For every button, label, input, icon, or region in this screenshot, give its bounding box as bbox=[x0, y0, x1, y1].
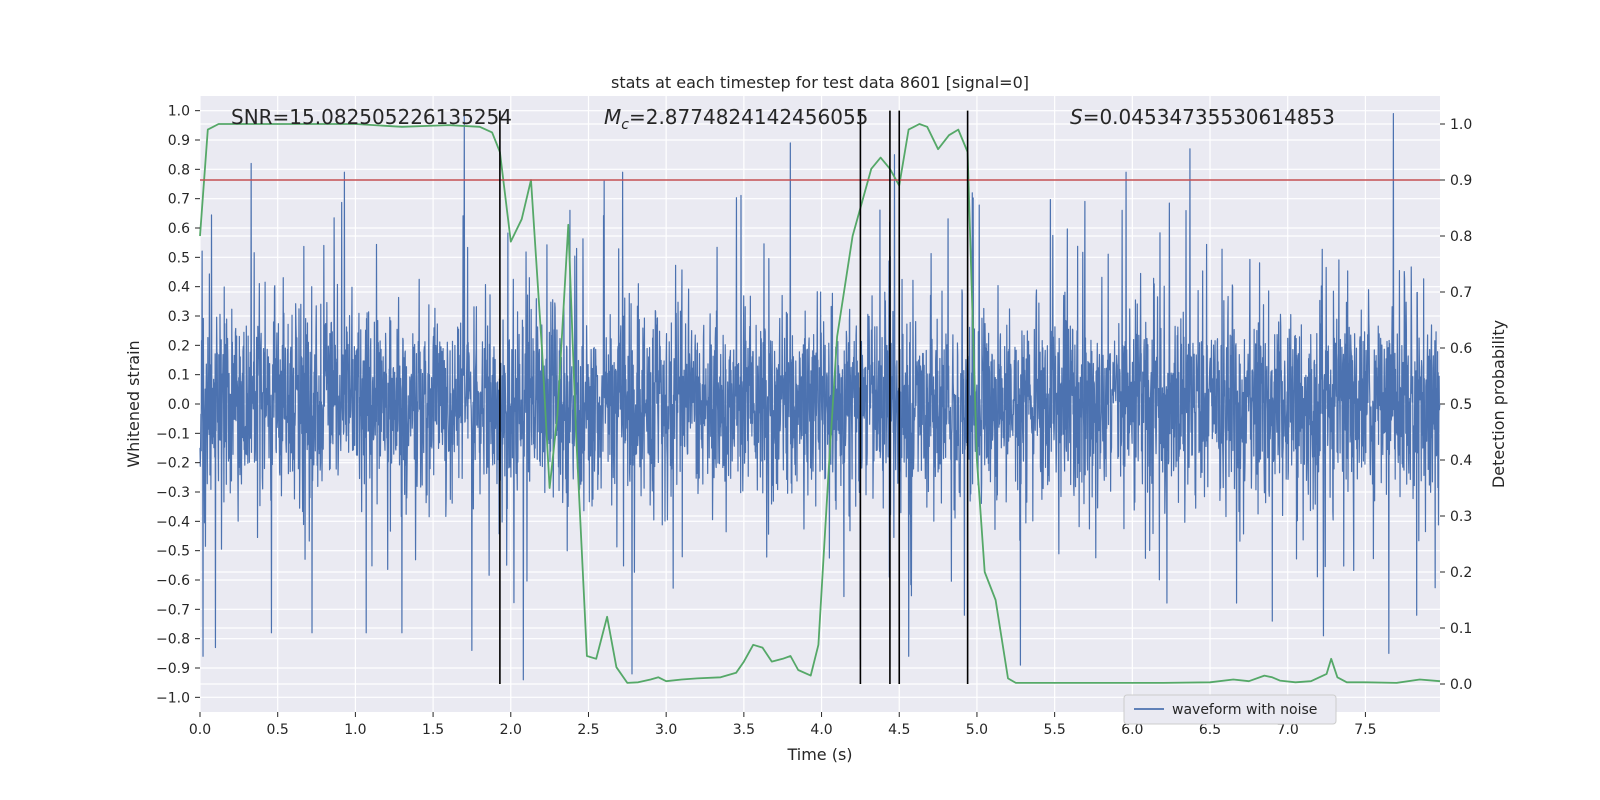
legend-box bbox=[1123, 694, 1337, 725]
waveform-series bbox=[199, 113, 1441, 681]
y-tick-label: 0.6 bbox=[168, 221, 190, 237]
y-tick-label: −0.8 bbox=[156, 632, 190, 648]
y-tick-label: 0.4 bbox=[168, 280, 190, 296]
probability-line bbox=[199, 123, 1441, 684]
y-tick-label: 0.8 bbox=[168, 162, 190, 178]
x-tick-label: 4.5 bbox=[888, 722, 910, 738]
chirp-mass-annotation: Mc=2.8774824142456055 bbox=[604, 105, 868, 133]
x-tick-label: 1.5 bbox=[422, 722, 444, 738]
s-statistic-annotation: S=0.04534735530614853 bbox=[1070, 105, 1335, 129]
y-tick-label: 0.9 bbox=[168, 133, 190, 149]
y2-tick-label: 0.4 bbox=[1450, 453, 1472, 469]
y-tick-label: 0.1 bbox=[168, 368, 190, 384]
x-axis-ticks: 0.0 0.5 1.0 1.5 2.0 2.5 3.0 3.5 4.0 4.5 5.0 5.5 6.0 6… bbox=[189, 712, 1377, 738]
y-tick-label: 0.3 bbox=[168, 309, 190, 325]
snr-annotation: SNR=15.082505226135254 bbox=[231, 105, 512, 129]
x-tick-label: 6.5 bbox=[1199, 722, 1221, 738]
legend: waveform with noise bbox=[1123, 694, 1337, 725]
y-axis-ticks: 1.0 0.9 0.8 0.7 0.6 0.5 0.4 0.3 0.2 0.1 0.0 −0.1 −0.… bbox=[156, 104, 200, 706]
y-tick-label: −0.2 bbox=[156, 456, 190, 472]
y-tick-label: 1.0 bbox=[168, 104, 190, 120]
y-tick-label: −0.7 bbox=[156, 602, 190, 618]
x-tick-label: 0.0 bbox=[189, 722, 211, 738]
s-statistic-value: =0.04534735530614853 bbox=[1083, 105, 1335, 129]
chirp-mass-symbol: M bbox=[604, 105, 621, 129]
y-axis-label: Whitened strain bbox=[124, 340, 143, 467]
chirp-mass-subscript: c bbox=[621, 117, 629, 133]
y-tick-label: −0.3 bbox=[156, 485, 190, 501]
y2-tick-label: 0.6 bbox=[1450, 341, 1472, 357]
x-tick-label: 0.5 bbox=[267, 722, 289, 738]
y-tick-label: −0.5 bbox=[156, 544, 190, 560]
y2-tick-label: 0.9 bbox=[1450, 173, 1472, 189]
y2-tick-label: 0.1 bbox=[1450, 621, 1472, 637]
x-tick-label: 5.0 bbox=[966, 722, 988, 738]
y2-tick-label: 0.3 bbox=[1450, 509, 1472, 525]
x-tick-label: 1.0 bbox=[344, 722, 366, 738]
y2-tick-label: 0.5 bbox=[1450, 397, 1472, 413]
x-tick-label: 2.0 bbox=[500, 722, 522, 738]
y-tick-label: 0.0 bbox=[168, 397, 190, 413]
x-tick-label: 2.5 bbox=[577, 722, 599, 738]
x-tick-label: 5.5 bbox=[1044, 722, 1066, 738]
y-tick-label: −0.6 bbox=[156, 573, 190, 589]
y-tick-label: −1.0 bbox=[156, 690, 190, 706]
y-tick-label: −0.4 bbox=[156, 514, 190, 530]
y2-axis-ticks: 0.0 0.1 0.2 0.3 0.4 0.5 0.6 0.7 0.8 0.9 1.0 bbox=[1440, 117, 1472, 693]
s-statistic-symbol: S bbox=[1070, 105, 1083, 129]
y2-tick-label: 0.7 bbox=[1450, 285, 1472, 301]
x-tick-label: 3.0 bbox=[655, 722, 677, 738]
y2-tick-label: 0.2 bbox=[1450, 565, 1472, 581]
x-axis-label: Time (s) bbox=[786, 745, 852, 764]
y-tick-label: 0.7 bbox=[168, 192, 190, 208]
chart-title: stats at each timestep for test data 860… bbox=[611, 73, 1029, 92]
x-tick-label: 7.5 bbox=[1354, 722, 1376, 738]
y2-tick-label: 0.0 bbox=[1450, 677, 1472, 693]
chirp-mass-value: =2.8774824142456055 bbox=[629, 105, 868, 129]
legend-label: waveform with noise bbox=[1172, 702, 1317, 718]
x-tick-label: 6.0 bbox=[1121, 722, 1143, 738]
x-tick-label: 3.5 bbox=[733, 722, 755, 738]
y2-tick-label: 0.8 bbox=[1450, 229, 1472, 245]
y-tick-label: −0.9 bbox=[156, 661, 190, 677]
probability-series bbox=[199, 123, 1441, 684]
x-tick-label: 4.0 bbox=[810, 722, 832, 738]
x-tick-label: 7.0 bbox=[1277, 722, 1299, 738]
y-tick-label: −0.1 bbox=[156, 426, 190, 442]
waveform-line bbox=[199, 113, 1441, 681]
y-tick-label: 0.2 bbox=[168, 338, 190, 354]
y2-axis-label: Detection probability bbox=[1489, 320, 1508, 488]
y-tick-label: 0.5 bbox=[168, 250, 190, 266]
y2-tick-label: 1.0 bbox=[1450, 117, 1472, 133]
vertical-markers bbox=[499, 110, 969, 684]
